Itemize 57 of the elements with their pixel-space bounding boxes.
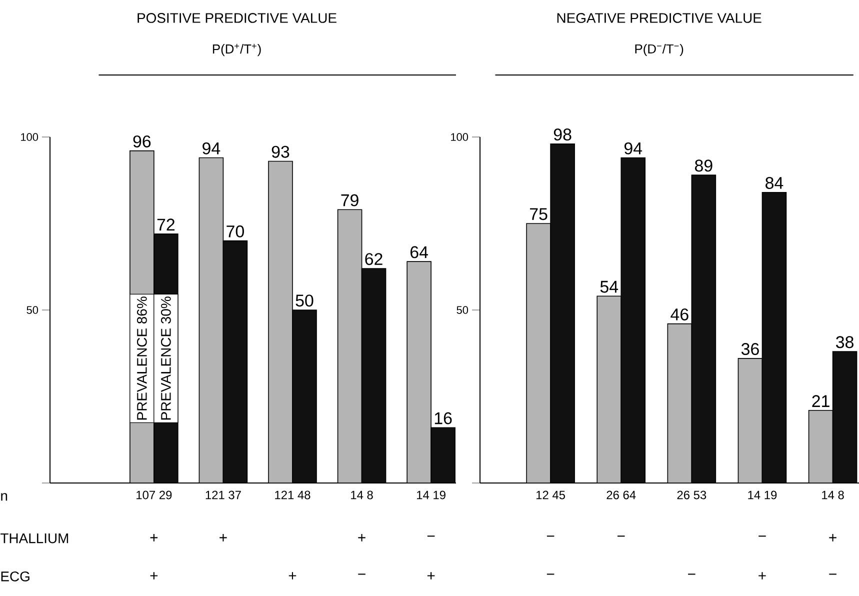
y-tick-label: 100 (21, 133, 38, 141)
x-tick-label: 26 53 (677, 490, 706, 500)
x-tick-label: 14 8 (351, 490, 373, 500)
data-label: 16 (434, 412, 452, 424)
text: − (546, 574, 554, 575)
x-tick-label: 14 19 (417, 490, 446, 500)
annotation: PREVALENCE 86% (136, 296, 147, 420)
text: − (358, 574, 366, 575)
data-label: 38 (836, 336, 854, 348)
text: − (688, 574, 696, 575)
data-label: 62 (365, 253, 382, 266)
data-label: 79 (341, 194, 358, 206)
text: − (617, 536, 625, 537)
text: − (546, 536, 554, 537)
text: + (288, 572, 296, 580)
annotation: PREVALENCE 30% (160, 296, 171, 420)
data-label: 36 (741, 343, 759, 356)
data-label: 93 (272, 146, 290, 158)
data-label: 98 (554, 128, 572, 141)
data-label: 94 (202, 142, 220, 154)
text: − (829, 574, 836, 575)
text: n (1, 493, 8, 501)
text: + (150, 534, 158, 542)
text: + (358, 534, 366, 542)
data-label: 84 (766, 176, 784, 189)
data-label: 96 (133, 135, 151, 148)
text: ECG (1, 571, 30, 582)
x-tick-label: 121 37 (206, 490, 241, 500)
data-label: 50 (296, 294, 314, 307)
data-label: 89 (694, 160, 712, 172)
data-label: 72 (157, 218, 174, 230)
x-tick-label: 121 48 (275, 490, 310, 500)
data-label: 21 (812, 395, 830, 407)
text: + (220, 534, 227, 542)
text: + (427, 572, 435, 580)
x-tick-label: 12 45 (536, 490, 565, 500)
x-tick-label: 14 8 (822, 490, 844, 500)
data-label: 70 (226, 225, 244, 238)
data-label: 75 (530, 208, 548, 220)
text: THALLIUM (0, 533, 68, 544)
data-label: 94 (624, 142, 642, 154)
chart-subtitle: P(D$^{−}$/T$^{−}$) (635, 44, 684, 56)
data-label: 54 (600, 280, 618, 293)
text: + (829, 534, 836, 542)
x-tick-label: 26 64 (606, 490, 636, 500)
data-label: 64 (410, 246, 428, 258)
chart-title: NEGATIVE PREDICTIVE VALUE (557, 13, 762, 23)
text: + (150, 572, 158, 580)
chart-subtitle: P(D$^{+}$/T$^{+}$) (212, 44, 261, 56)
x-tick-label: 107 29 (136, 490, 172, 500)
text: + (758, 572, 766, 580)
text: − (427, 536, 435, 537)
text: − (758, 536, 766, 537)
x-tick-label: 14 19 (748, 490, 777, 500)
y-tick-label: 100 (451, 133, 468, 141)
chart-title: POSITIVE PREDICTIVE VALUE (138, 13, 336, 23)
data-label: 46 (670, 308, 688, 320)
